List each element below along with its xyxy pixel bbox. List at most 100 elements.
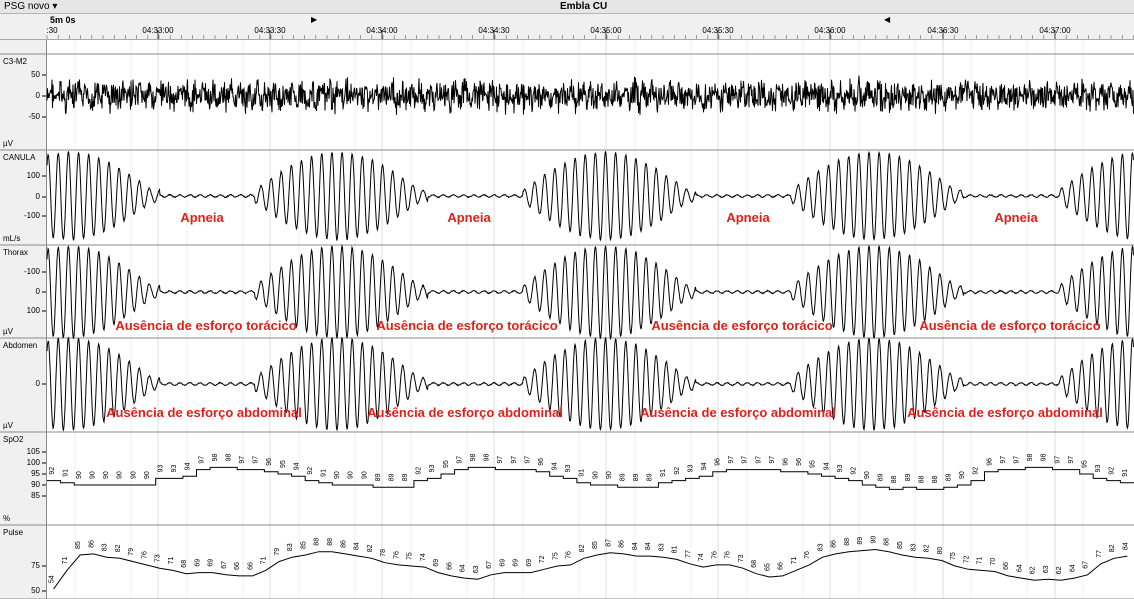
channel-name-spo2[interactable]: SpO2: [3, 435, 24, 444]
spo2-value-label: 91: [1122, 469, 1129, 477]
spo2-value-label: 89: [946, 473, 953, 481]
spo2-value-label: 94: [552, 462, 559, 470]
spo2-value-label: 95: [810, 460, 817, 468]
spo2-value-label: 97: [1000, 456, 1007, 464]
pulse-value-label: 62: [1030, 566, 1037, 574]
spo2-value-label: 94: [701, 462, 708, 470]
spo2-value-label: 93: [837, 465, 844, 473]
play-forward-marker-icon[interactable]: ▶: [311, 15, 318, 24]
spo2-value-label: 98: [1027, 454, 1034, 462]
pulse-value-label: 71: [62, 557, 69, 565]
channel-name-canula[interactable]: CANULA: [3, 153, 36, 162]
pulse-value-label: 75: [407, 552, 414, 560]
spo2-value-label: 97: [742, 456, 749, 464]
spo2-trace: [47, 466, 1134, 490]
spo2-value-label: 90: [348, 471, 355, 479]
pulse-value-label: 88: [844, 538, 851, 546]
pulse-value-label: 82: [1109, 544, 1116, 552]
amplitude-tick-label: 0: [35, 287, 40, 296]
spo2-value-label: 96: [796, 458, 803, 466]
spo2-value-label: 92: [973, 467, 980, 475]
amplitude-tick-label: 85: [31, 491, 40, 500]
spo2-value-label: 90: [864, 471, 871, 479]
event-annotation-apnea: Apneia: [180, 210, 224, 225]
cannula-airflow-waveform: [46, 150, 1134, 242]
epoch-length-label[interactable]: 5m 0s: [50, 15, 76, 25]
pulse-value-label: 63: [473, 565, 480, 573]
pulse-value-label: 69: [526, 559, 533, 567]
spo2-value-label: 90: [334, 471, 341, 479]
spo2-value-label: 90: [103, 471, 110, 479]
spo2-value-label: 96: [783, 458, 790, 466]
spo2-value-label: 97: [456, 456, 463, 464]
amplitude-tick-label: 0: [35, 379, 40, 388]
spo2-value-label: 97: [1054, 456, 1061, 464]
spo2-value-label: 90: [361, 471, 368, 479]
spo2-value-label: 90: [592, 471, 599, 479]
spo2-value-label: 90: [144, 471, 151, 479]
spo2-value-label: 93: [171, 465, 178, 473]
pulse-value-label: 69: [433, 559, 440, 567]
amplitude-tick-label: 50: [31, 70, 40, 79]
pulse-value-label: 75: [950, 552, 957, 560]
spo2-value-label: 98: [225, 454, 232, 462]
pulse-value-label: 69: [208, 559, 215, 567]
spo2-value-label: 97: [769, 456, 776, 464]
montage-profile-dropdown[interactable]: PSG novo ▾: [4, 1, 58, 12]
amplitude-tick-label: -50: [28, 112, 40, 121]
spo2-value-label: 92: [416, 467, 423, 475]
channel-name-c3-m2[interactable]: C3-M2: [3, 57, 28, 66]
spo2-value-label: 98: [1041, 454, 1048, 462]
spo2-value-label: 91: [579, 469, 586, 477]
play-back-marker-icon[interactable]: ◀: [884, 15, 891, 24]
spo2-value-label: 88: [891, 476, 898, 484]
thorax-effort-waveform: [46, 244, 1134, 341]
pulse-value-label: 82: [115, 544, 122, 552]
pulse-value-label: 64: [1069, 564, 1076, 572]
pulse-value-label: 76: [711, 551, 718, 559]
pulse-value-label: 76: [566, 551, 573, 559]
pulse-trace: [53, 548, 1128, 590]
pulse-value-label: 84: [632, 542, 639, 550]
channel-name-abdomen[interactable]: Abdomen: [3, 341, 38, 350]
spo2-value-label: 94: [185, 462, 192, 470]
spo2-value-label: 95: [443, 460, 450, 468]
pulse-value-label: 68: [751, 560, 758, 568]
spo2-value-label: 97: [1068, 456, 1075, 464]
channel-unit: %: [3, 514, 11, 523]
amplitude-tick-label: -100: [23, 211, 40, 220]
spo2-value-label: 97: [198, 456, 205, 464]
channel-name-pulse[interactable]: Pulse: [3, 528, 24, 537]
spo2-value-label: 96: [266, 458, 273, 466]
spo2-value-label: 98: [484, 454, 491, 462]
spo2-value-label: 94: [293, 462, 300, 470]
spo2-value-label: 97: [497, 456, 504, 464]
channel-name-thorax[interactable]: Thorax: [3, 248, 28, 257]
timeline-bar[interactable]: [0, 14, 1134, 40]
spo2-value-label: 92: [850, 467, 857, 475]
pulse-value-label: 83: [102, 543, 109, 551]
pulse-value-label: 74: [420, 553, 427, 561]
pulse-value-label: 63: [1043, 565, 1050, 573]
pulse-value-label: 78: [380, 549, 387, 557]
pulse-value-label: 84: [645, 542, 652, 550]
spo2-value-label: 89: [375, 473, 382, 481]
pulse-value-label: 88: [884, 538, 891, 546]
spo2-value-label: 98: [470, 454, 477, 462]
amplitude-tick-label: 105: [26, 447, 40, 456]
spo2-value-label: 93: [157, 465, 164, 473]
event-annotation-apnea: Apneia: [447, 210, 491, 225]
spo2-value-label: 98: [212, 454, 219, 462]
spo2-value-label: 90: [117, 471, 124, 479]
amplitude-tick-label: 75: [31, 561, 40, 570]
pulse-value-label: 68: [181, 560, 188, 568]
pulse-value-label: 62: [1056, 566, 1063, 574]
channel-unit: µV: [3, 421, 13, 430]
spo2-value-label: 91: [62, 469, 69, 477]
pulse-value-label: 87: [605, 539, 612, 547]
abdomen-effort-waveform: [46, 336, 1134, 432]
pulse-value-label: 54: [49, 575, 56, 583]
pulse-value-label: 77: [1096, 550, 1103, 558]
pulse-value-label: 83: [910, 543, 917, 551]
